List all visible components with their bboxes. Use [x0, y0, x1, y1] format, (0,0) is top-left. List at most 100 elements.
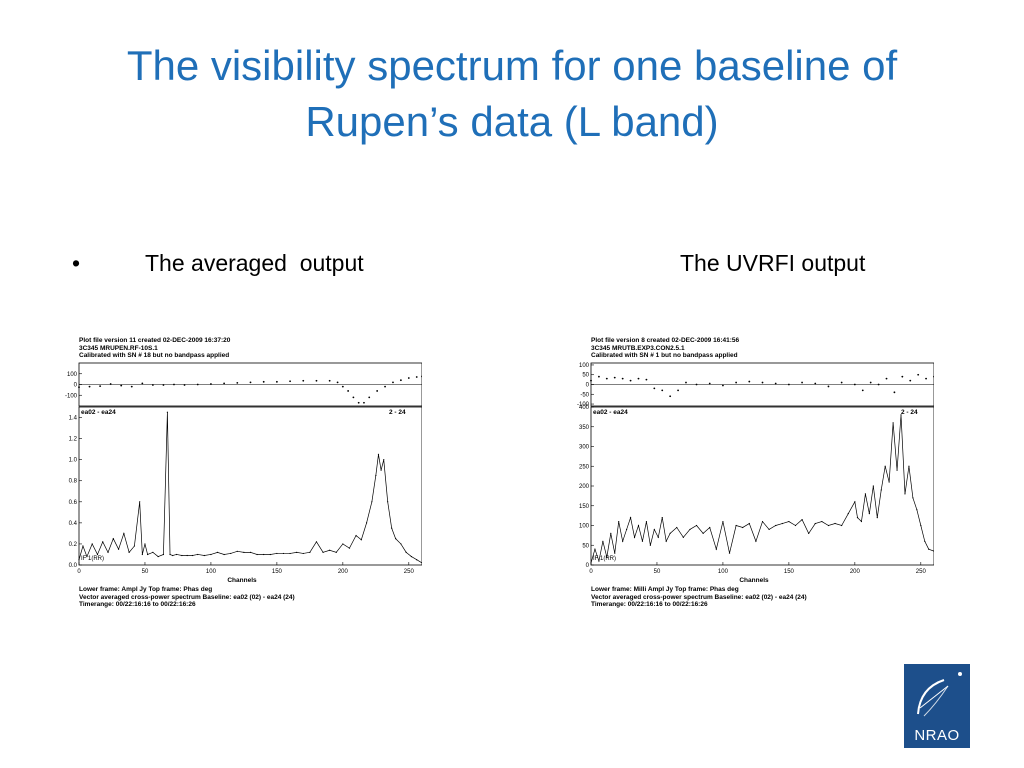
amplitude-point [755, 540, 757, 542]
phase-point [661, 389, 664, 392]
amplitude-point [748, 522, 750, 525]
amplitude-point [676, 526, 678, 529]
amp-y-tick-label: 1.4 [69, 416, 78, 422]
amplitude-point [827, 524, 830, 527]
phase-point [376, 390, 379, 392]
phase-point [336, 381, 339, 384]
amplitude-point [702, 532, 704, 534]
amplitude-point [657, 536, 659, 538]
phase-point [162, 384, 165, 386]
amplitude-point [860, 520, 863, 523]
phase-point [88, 385, 91, 388]
phase-point [708, 382, 711, 385]
phase-point [352, 396, 355, 399]
phase-point [893, 391, 896, 394]
amplitude-point [775, 524, 777, 527]
phase-point [173, 383, 175, 386]
x-tick-label: 150 [272, 569, 283, 575]
amp-y-tick-label: 0 [586, 563, 590, 569]
amplitude-point [144, 543, 146, 545]
amplitude-point [626, 528, 628, 531]
amplitude-point [928, 548, 930, 550]
phase-point [363, 401, 365, 404]
header-line-3: Calibrated with SN # 18 but no bandpass … [79, 352, 230, 359]
amplitude-point [102, 541, 104, 543]
plot-footer: Lower frame: Ampl Jy Top frame: Phas deg… [79, 586, 295, 609]
amp-y-tick-label: 400 [579, 405, 590, 411]
amplitude-point [96, 553, 99, 556]
amplitude-point [123, 532, 125, 534]
x-tick-label: 100 [206, 569, 217, 575]
baseline-number: 2 - 24 [389, 409, 406, 416]
amplitude-point [880, 489, 882, 491]
amplitude-point [614, 552, 616, 554]
amplitude-point [416, 559, 418, 561]
title-line-2: Rupen’s data (L band) [305, 98, 719, 145]
phase-y-tick-label: -100 [65, 393, 78, 399]
amplitude-point [282, 552, 285, 555]
phase-point [621, 377, 624, 380]
amplitude-point [834, 522, 836, 525]
amplitude-point [854, 501, 856, 503]
amplitude-point [197, 553, 199, 556]
amplitude-point [801, 518, 803, 521]
amplitude-point [633, 536, 636, 538]
amplitude-point [112, 538, 114, 540]
amplitude-point [841, 524, 843, 527]
amplitude-point [348, 547, 351, 549]
amplitude-point [289, 552, 291, 555]
phase-point [196, 383, 199, 386]
phase-point [141, 382, 144, 385]
phase-point [605, 377, 608, 380]
amplitude-point [377, 453, 380, 455]
amp-y-tick-label: 300 [579, 445, 590, 451]
amplitude-point [742, 526, 744, 529]
x-tick-label: 200 [338, 569, 349, 575]
amplitude-point [309, 551, 311, 553]
amplitude-point [269, 553, 271, 556]
x-tick-label: 200 [850, 569, 861, 575]
chart-uvrfi-output: Plot file version 8 created 02-DEC-2009 … [574, 333, 934, 623]
amplitude-point [629, 517, 632, 519]
label-uvrfi-output: The UVRFI output [680, 250, 866, 276]
amplitude-point [256, 553, 258, 556]
amplitude-point [243, 551, 245, 553]
amplitude-point [296, 551, 298, 553]
amplitude-point [216, 551, 219, 553]
stokes-label: IF 1(RR) [593, 556, 616, 562]
phase-point [917, 373, 920, 376]
amp-y-tick-label: 100 [579, 524, 590, 530]
amplitude-frame [78, 406, 422, 566]
label-averaged-output: The averaged output [145, 250, 364, 276]
footer-line-1: Lower frame: Milli Ampl Jy Top frame: Ph… [591, 586, 739, 593]
phase-point [262, 380, 265, 383]
amplitude-point [365, 522, 368, 524]
footer-line-3: Timerange: 00/22:16:16 to 00/22:16:26 [591, 601, 708, 608]
baseline-label: ea02 - ea24 [81, 409, 116, 416]
phase-point [223, 382, 226, 385]
amplitude-point [210, 553, 212, 556]
phase-point [637, 377, 640, 380]
amplitude-point [695, 524, 698, 527]
radio-dish-icon [917, 672, 962, 717]
amplitude-point [186, 554, 188, 557]
amplitude-point [315, 541, 318, 543]
amplitude-point [610, 532, 612, 534]
footer-line-1: Lower frame: Ampl Jy Top frame: Phas deg [79, 586, 213, 593]
amplitude-point [876, 517, 878, 519]
amp-y-tick-label: 0.6 [69, 500, 78, 506]
phase-point [341, 385, 344, 388]
phase-point [613, 376, 616, 379]
amp-y-tick-label: 200 [579, 484, 590, 490]
phase-y-tick-label: 50 [582, 373, 589, 379]
amplitude-point [637, 524, 640, 527]
x-tick-label: 50 [142, 569, 149, 575]
phase-point [885, 377, 888, 380]
phase-point [827, 385, 830, 388]
phase-point [415, 376, 418, 378]
plot-header: Plot file version 11 created 02-DEC-2009… [79, 337, 230, 360]
phase-y-tick-label: 100 [579, 363, 590, 369]
header-line-3: Calibrated with SN # 1 but no bandpass a… [591, 352, 738, 359]
amplitude-point [606, 556, 608, 558]
amplitude-point [191, 554, 194, 557]
